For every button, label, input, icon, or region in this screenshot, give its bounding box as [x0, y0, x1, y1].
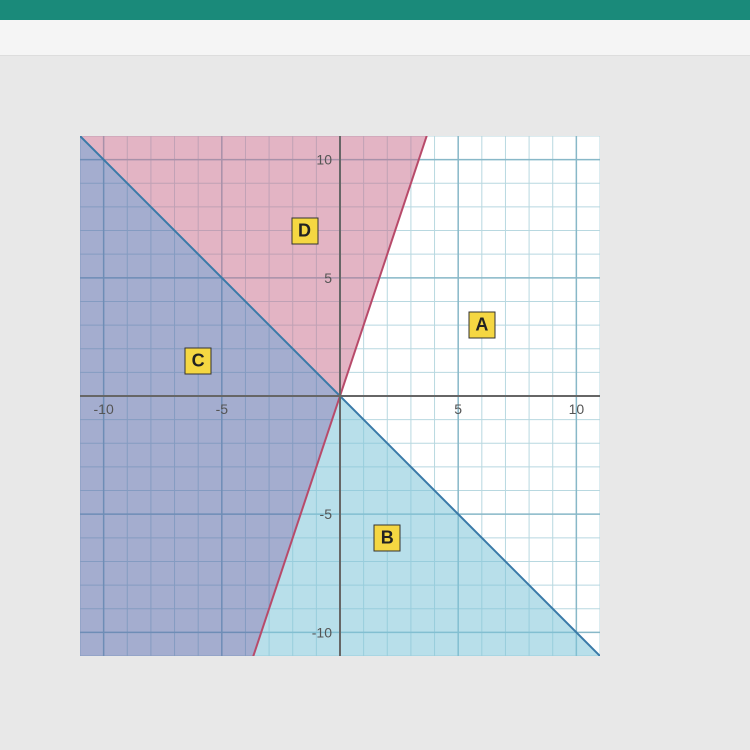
- svg-text:5: 5: [454, 401, 462, 417]
- region-label-a: A: [468, 312, 495, 339]
- window-top-bar: [0, 0, 750, 20]
- svg-text:-5: -5: [320, 506, 333, 522]
- svg-text:-10: -10: [94, 401, 114, 417]
- content-area: -10 -5 5 10 -10 -5 5 10 A B C D: [0, 56, 750, 656]
- svg-text:10: 10: [569, 401, 585, 417]
- svg-text:10: 10: [316, 152, 332, 168]
- chart-svg: -10 -5 5 10 -10 -5 5 10: [80, 136, 600, 656]
- svg-text:-5: -5: [216, 401, 229, 417]
- region-label-b: B: [374, 524, 401, 551]
- svg-text:-10: -10: [312, 624, 332, 640]
- region-label-c: C: [185, 347, 212, 374]
- svg-text:5: 5: [324, 270, 332, 286]
- window-sub-bar: [0, 20, 750, 56]
- inequality-chart: -10 -5 5 10 -10 -5 5 10 A B C D: [80, 136, 600, 656]
- region-label-d: D: [291, 217, 318, 244]
